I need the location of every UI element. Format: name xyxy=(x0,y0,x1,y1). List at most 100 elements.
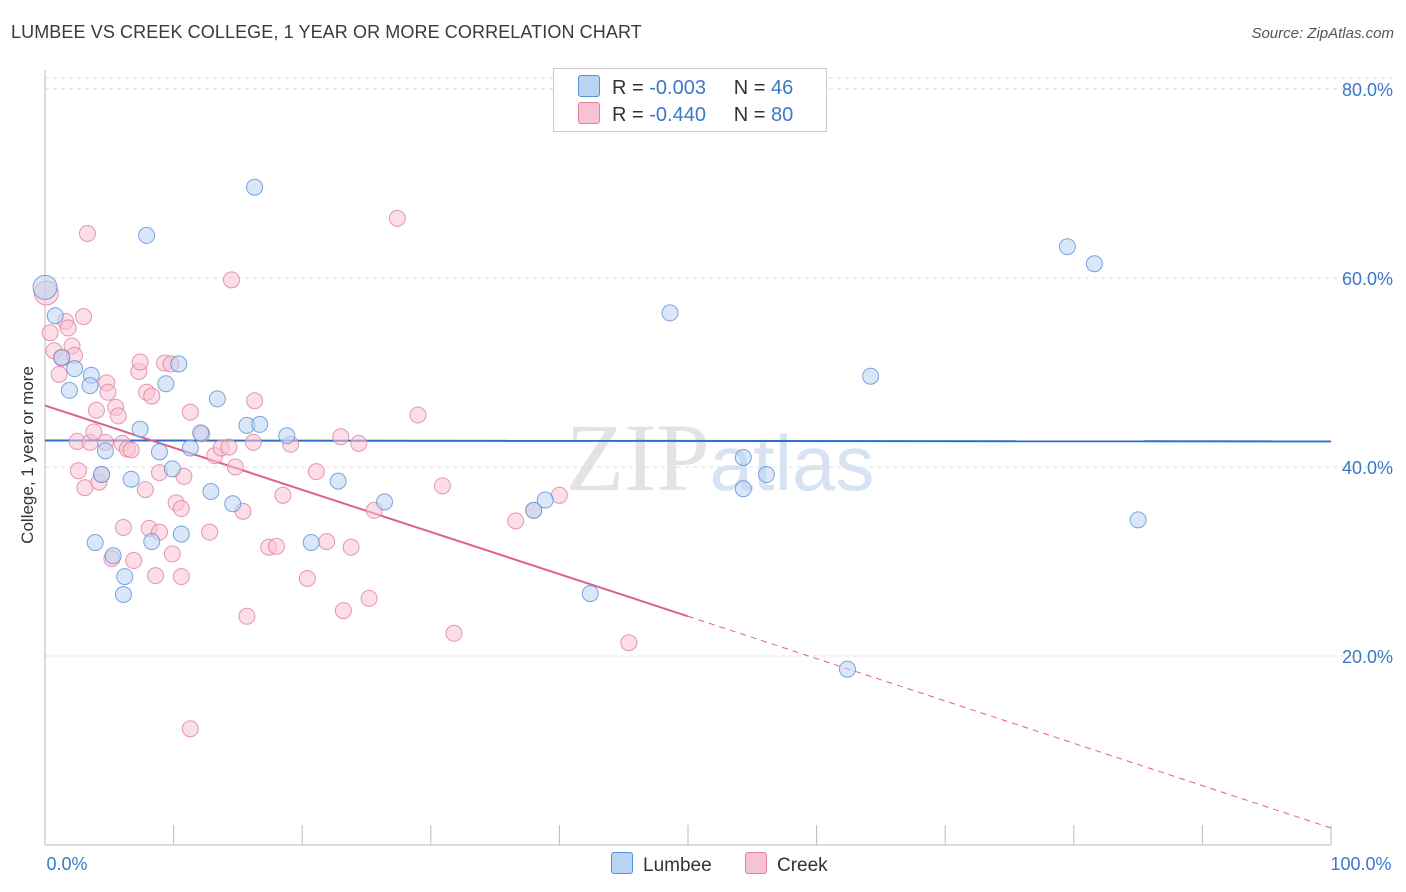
creek-point xyxy=(226,458,244,476)
creek-point xyxy=(274,486,292,504)
lumbee-point xyxy=(93,466,111,484)
creek-point xyxy=(122,441,140,459)
creek-point xyxy=(507,512,525,530)
lumbee-point xyxy=(114,586,132,604)
lumbee-point xyxy=(157,375,175,393)
lumbee-point xyxy=(172,525,190,543)
creek-point xyxy=(246,392,264,410)
creek-point xyxy=(620,634,638,652)
y-tick-label: 40.0% xyxy=(1342,458,1393,478)
bottom-legend-lumbee: Lumbee xyxy=(611,852,712,877)
creek-point xyxy=(76,479,94,497)
creek-point xyxy=(163,545,181,563)
lumbee-swatch xyxy=(578,75,600,97)
creek-point xyxy=(334,602,352,620)
legend: R = -0.003 N = 46 R = -0.440 N = 80 xyxy=(553,68,827,132)
lumbee-point xyxy=(104,547,122,565)
axes xyxy=(44,70,1332,846)
lumbee-point xyxy=(53,348,71,366)
x-tick-label-min: 0.0% xyxy=(46,854,87,874)
lumbee-r-label: R = xyxy=(612,77,650,99)
creek-point xyxy=(87,401,105,419)
creek-point xyxy=(409,406,427,424)
y-tick-label: 60.0% xyxy=(1342,269,1393,289)
lumbee-point xyxy=(181,439,199,457)
creek-point xyxy=(136,481,154,499)
lumbee-point xyxy=(60,381,78,399)
bottom-creek-label: Creek xyxy=(777,855,828,876)
lumbee-point xyxy=(862,367,880,385)
lumbee-point xyxy=(1129,511,1147,529)
creek-point xyxy=(172,500,190,518)
creek-point xyxy=(332,428,350,446)
creek-point xyxy=(350,434,368,452)
lumbee-point xyxy=(224,495,242,513)
y-tick-label: 80.0% xyxy=(1342,80,1393,100)
creek-point xyxy=(244,433,262,451)
bottom-lumbee-swatch xyxy=(611,852,633,874)
creek-point xyxy=(433,477,451,495)
lumbee-point xyxy=(757,466,775,484)
creek-point xyxy=(181,720,199,738)
lumbee-point xyxy=(131,420,149,438)
creek-point xyxy=(445,624,463,642)
lumbee-point xyxy=(170,355,188,373)
tick-labels: 20.0% 40.0% 60.0% 80.0% 0.0% 100.0% xyxy=(46,80,1393,874)
creek-point xyxy=(78,225,96,243)
lumbee-point xyxy=(116,568,134,586)
creek-point xyxy=(342,538,360,556)
lumbee-point xyxy=(32,274,58,300)
legend-row-creek: R = -0.440 N = 80 xyxy=(578,102,793,127)
x-tick-label-max: 100.0% xyxy=(1330,854,1391,874)
creek-point xyxy=(59,319,77,337)
lumbee-point xyxy=(302,534,320,552)
creek-point xyxy=(318,533,336,551)
creek-point xyxy=(388,209,406,227)
creek-point xyxy=(85,423,103,441)
creek-point xyxy=(114,518,132,536)
creek-n-label: N = xyxy=(733,104,772,126)
legend-row-lumbee: R = -0.003 N = 46 xyxy=(578,75,793,100)
creek-point xyxy=(75,308,93,326)
creek-point xyxy=(201,523,219,541)
creek-point xyxy=(147,567,165,585)
creek-r-value: -0.440 xyxy=(649,104,706,126)
lumbee-point xyxy=(86,534,104,552)
creek-point xyxy=(220,438,238,456)
lumbee-point xyxy=(81,377,99,395)
creek-point xyxy=(41,324,59,342)
creek-swatch xyxy=(578,102,600,124)
lumbee-point xyxy=(96,442,114,460)
lumbee-point xyxy=(376,493,394,511)
creek-point xyxy=(172,568,190,586)
lumbee-point xyxy=(150,443,168,461)
bottom-legend-creek: Creek xyxy=(745,852,828,877)
creek-n-value: 80 xyxy=(771,104,794,126)
creek-point xyxy=(267,537,285,555)
lumbee-point xyxy=(138,226,156,244)
lumbee-point xyxy=(329,472,347,490)
creek-point xyxy=(50,365,68,383)
lumbee-point xyxy=(278,427,296,445)
creek-trend-line-extension xyxy=(687,615,1332,829)
lumbee-point xyxy=(525,501,543,519)
creek-r-label: R = xyxy=(612,104,650,126)
grid-lines xyxy=(45,77,1392,657)
data-points xyxy=(32,178,1147,738)
lumbee-n-value: 46 xyxy=(771,77,794,99)
creek-point xyxy=(125,552,143,570)
bottom-creek-swatch xyxy=(745,852,767,874)
lumbee-point xyxy=(192,424,210,442)
lumbee-point xyxy=(208,390,226,408)
y-axis-label: College, 1 year or more xyxy=(18,366,37,544)
creek-point xyxy=(109,407,127,425)
lumbee-point xyxy=(202,483,220,501)
lumbee-point xyxy=(734,449,752,466)
creek-point xyxy=(307,463,325,481)
lumbee-point xyxy=(66,360,84,378)
lumbee-point xyxy=(46,307,64,325)
creek-point xyxy=(222,271,240,289)
chart-title: LUMBEE VS CREEK COLLEGE, 1 YEAR OR MORE … xyxy=(11,22,642,42)
lumbee-trend-line xyxy=(44,439,1332,443)
